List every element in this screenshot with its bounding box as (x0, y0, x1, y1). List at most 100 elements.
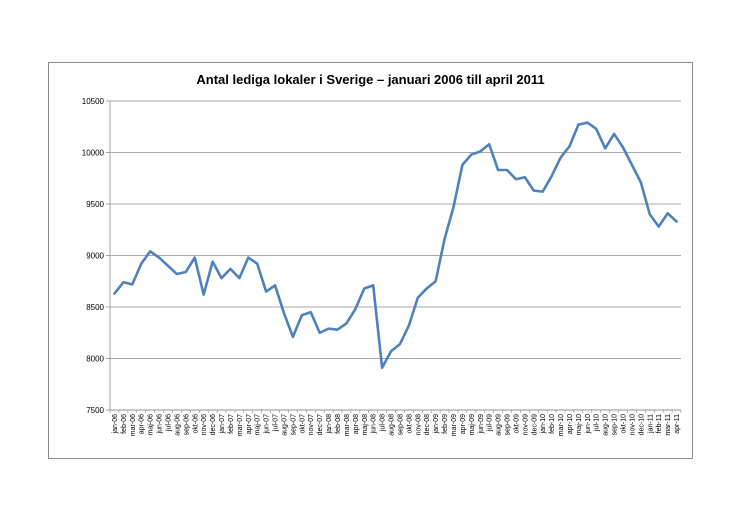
x-tick-label: apr-06 (139, 414, 146, 434)
x-tick-label: jun-09 (478, 414, 485, 435)
series-line (113, 121, 678, 370)
x-tick-label: mar-08 (344, 414, 351, 436)
data-point (328, 328, 330, 330)
x-tick-label: aug-08 (389, 414, 396, 436)
data-point (560, 157, 562, 159)
data-point (568, 145, 570, 147)
x-tick-label: feb-11 (656, 414, 663, 433)
y-tick-label: 7500 (86, 406, 104, 415)
x-tick-label: maj-09 (469, 414, 476, 436)
x-tick-label: nov-07 (308, 414, 315, 436)
x-tick-label: dec-10 (638, 414, 645, 436)
data-point (301, 314, 303, 316)
y-tick-label: 8500 (86, 303, 104, 312)
data-point (140, 263, 142, 265)
data-point (319, 332, 321, 334)
data-point (497, 169, 499, 171)
data-point (515, 178, 517, 180)
x-tick-label: jun-07 (264, 414, 271, 435)
data-point (613, 133, 615, 135)
x-tick-label: okt-06 (192, 414, 199, 434)
x-tick-label: maj-06 (148, 414, 155, 436)
x-tick-label: aug-06 (174, 414, 181, 436)
data-point (203, 294, 205, 296)
data-point (194, 257, 196, 259)
data-point (167, 265, 169, 267)
x-tick-label: feb-09 (442, 414, 449, 434)
x-tick-label: sep-07 (290, 414, 297, 436)
x-tick-label: feb-10 (549, 414, 556, 434)
data-point (354, 308, 356, 310)
data-point (524, 176, 526, 178)
x-tick-label: sep-09 (505, 414, 512, 436)
data-point (113, 293, 115, 295)
x-tick-label: apr-09 (460, 414, 467, 434)
data-point (667, 212, 669, 214)
x-tick-label: jan-11 (647, 414, 654, 434)
data-point (238, 277, 240, 279)
x-tick-label: dec-06 (210, 414, 217, 436)
x-tick-label: apr-10 (567, 414, 574, 434)
data-point (292, 336, 294, 338)
data-point (381, 367, 383, 369)
chart-frame: Antal lediga lokaler i Sverige – januari… (48, 62, 693, 459)
x-tick-label: jan-10 (540, 414, 547, 435)
data-point (131, 283, 133, 285)
data-point (577, 124, 579, 126)
data-point (122, 281, 124, 283)
x-tick-label: aug-09 (496, 414, 503, 436)
data-point (229, 268, 231, 270)
y-tick-label: 10000 (82, 149, 105, 158)
data-point (551, 175, 553, 177)
data-point (256, 263, 258, 265)
x-tick-label: feb-06 (121, 414, 128, 434)
data-point (149, 250, 151, 252)
x-tick-label: maj-08 (362, 414, 369, 436)
x-tick-label: okt-10 (621, 414, 628, 434)
data-point (337, 329, 339, 331)
y-tick-label: 9000 (86, 252, 104, 261)
x-tick-label: nov-09 (522, 414, 529, 436)
x-tick-label: mar-10 (558, 414, 565, 436)
data-point (658, 226, 660, 228)
data-point (185, 271, 187, 273)
x-tick-label: apr-07 (246, 414, 253, 434)
data-point (310, 311, 312, 313)
x-tick-label: nov-06 (201, 414, 208, 436)
data-point (399, 343, 401, 345)
data-point (506, 169, 508, 171)
data-point (470, 154, 472, 156)
x-tick-label: dec-08 (424, 414, 431, 436)
x-tick-label: jul-10 (594, 414, 601, 432)
data-point (426, 287, 428, 289)
x-tick-label: mar-07 (237, 414, 244, 436)
x-tick-label: nov-08 (415, 414, 422, 436)
x-tick-label: jan-08 (326, 414, 333, 435)
x-tick-label: dec-09 (531, 414, 538, 436)
x-tick-label: feb-07 (228, 414, 235, 434)
data-point (622, 146, 624, 148)
data-point (586, 122, 588, 124)
x-tick-label: dec-07 (317, 414, 324, 436)
data-point (533, 190, 535, 192)
data-point (595, 128, 597, 130)
x-tick-label: jul-09 (487, 414, 494, 432)
data-point (158, 257, 160, 259)
x-tick-label: jun-08 (371, 414, 378, 435)
data-point (283, 312, 285, 314)
x-tick-label: okt-08 (406, 414, 413, 434)
data-point (631, 164, 633, 166)
data-point (649, 213, 651, 215)
data-point (461, 164, 463, 166)
data-point (363, 287, 365, 289)
data-point (212, 261, 214, 263)
data-point (265, 291, 267, 293)
data-point (479, 150, 481, 152)
y-tick-label: 10500 (82, 97, 105, 106)
data-point (176, 273, 178, 275)
x-tick-label: maj-10 (576, 414, 583, 436)
data-point (542, 191, 544, 193)
x-tick-label: sep-06 (183, 414, 190, 436)
chart-title: Antal lediga lokaler i Sverige – januari… (196, 72, 545, 87)
